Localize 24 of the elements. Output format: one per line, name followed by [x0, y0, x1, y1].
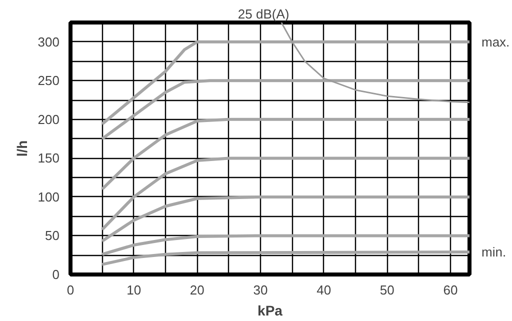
y-tick-label: 0 — [52, 267, 60, 282]
line-series — [100, 234, 470, 256]
y-tick-label: 100 — [38, 189, 60, 204]
x-tick-label: 20 — [190, 282, 204, 298]
y-tick-label: 50 — [45, 228, 60, 244]
x-tick-label: 50 — [380, 282, 394, 298]
x-tick-label: 60 — [443, 282, 458, 298]
y-tick-label: 150 — [38, 150, 60, 166]
x-tick-label: 30 — [253, 282, 268, 298]
y-tick-label: 300 — [38, 34, 60, 50]
x-tick-label: 40 — [316, 282, 332, 298]
x-axis-title: kPa — [258, 302, 283, 318]
y-axis-title: l/h — [14, 140, 30, 157]
line-series — [100, 156, 470, 232]
x-tick-label: 0 — [66, 282, 74, 298]
y-tick-label: 200 — [38, 112, 60, 127]
series-label: 25 dB(A) — [238, 6, 290, 22]
series-label: min. — [482, 244, 506, 260]
x-tick-label: 10 — [126, 282, 142, 298]
series-label: max. — [482, 34, 510, 50]
line-series — [100, 118, 470, 191]
y-tick-label: 250 — [38, 73, 60, 88]
line-series — [100, 250, 470, 266]
line-series — [100, 195, 470, 243]
